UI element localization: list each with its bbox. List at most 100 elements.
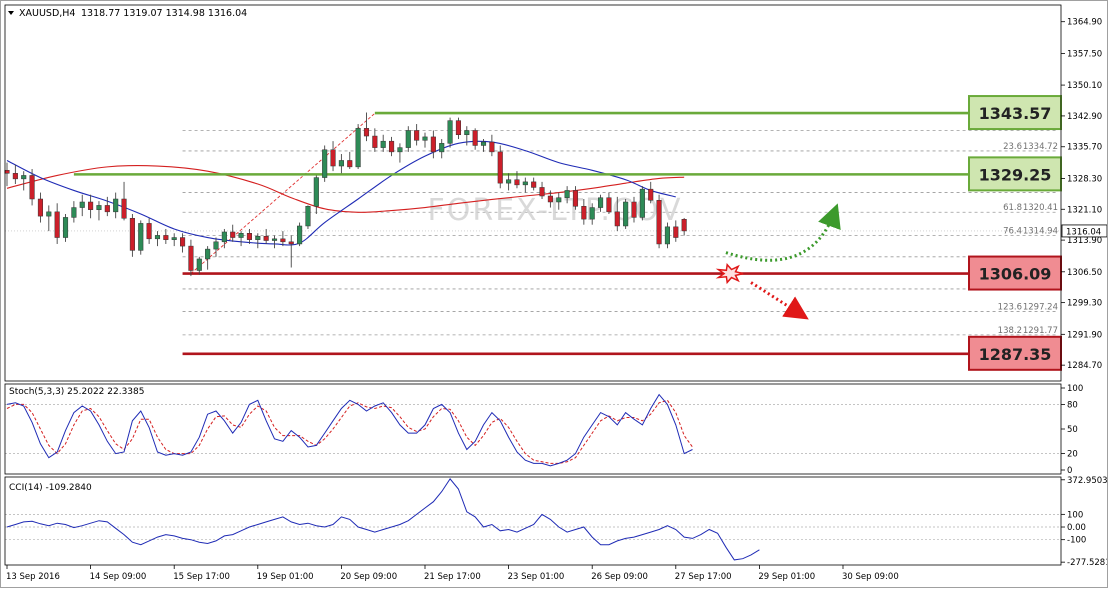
support-level-box	[968, 335, 1062, 371]
panel-frame	[4, 4, 1062, 382]
candle-body	[163, 235, 169, 240]
candle-body	[129, 218, 135, 251]
candle-body	[363, 128, 370, 137]
candle-body	[104, 205, 110, 213]
price-tick-label: 1299.30	[1067, 299, 1102, 309]
candle-body	[288, 241, 294, 245]
candle-body	[29, 175, 35, 200]
candle-body	[46, 211, 52, 217]
candle-body	[614, 211, 620, 227]
cci-tick-label: -277.5281	[1067, 558, 1108, 568]
candle-body	[564, 190, 570, 198]
candle-body	[96, 205, 102, 210]
candle-body	[355, 128, 361, 168]
candle-body	[154, 235, 161, 240]
candle-body	[380, 140, 386, 148]
candle-body	[547, 195, 553, 203]
panel-frame	[4, 383, 1062, 475]
candle-body	[121, 198, 127, 219]
candle-body	[138, 223, 144, 251]
candle-body	[221, 231, 227, 243]
price-tick-label: 1335.70	[1067, 143, 1102, 153]
candle-body	[230, 231, 236, 238]
price-tick-label: 1342.90	[1067, 112, 1102, 122]
fib-level-value: 1297.24	[1023, 302, 1058, 312]
fib-level-label: 76.4	[1003, 227, 1022, 237]
candle-body	[188, 245, 194, 271]
candle-body	[372, 135, 378, 148]
watermark: FOREX-LTP.COV	[428, 193, 683, 228]
candle-body	[205, 248, 211, 260]
time-tick-label: 14 Sep 09:00	[90, 572, 147, 582]
stoch-tick-label: 0	[1067, 466, 1072, 476]
price-tick-label: 1313.90	[1067, 236, 1102, 246]
candle-body	[572, 190, 579, 207]
stoch-tick-label: 100	[1067, 384, 1083, 394]
candle-body	[681, 219, 687, 232]
candle-body	[389, 140, 395, 153]
candle-body	[464, 130, 470, 136]
stoch-panel	[5, 384, 1061, 474]
candle-body	[238, 233, 244, 238]
price-tick-label: 1284.70	[1067, 361, 1102, 371]
time-tick-label: 15 Sep 17:00	[173, 572, 230, 582]
candle-body	[656, 200, 662, 245]
candle-body	[589, 207, 595, 220]
time-tick-label: 23 Sep 01:00	[508, 572, 565, 582]
candle-body	[506, 179, 512, 184]
fib-level-label: 61.8	[1003, 203, 1022, 213]
cci-line	[6, 478, 760, 561]
candle-body	[639, 188, 645, 218]
candle-body	[497, 151, 503, 184]
bullish-scenario-arrow	[725, 203, 841, 262]
symbol-label: XAUUSD,H4	[19, 8, 75, 19]
candle-body	[12, 173, 18, 180]
fib-level-label: 123.6	[998, 302, 1022, 312]
dropdown-arrow-icon[interactable]	[8, 11, 14, 15]
candle-body	[54, 211, 60, 238]
price-tick-label: 1328.30	[1067, 174, 1102, 184]
candle-body	[631, 201, 637, 218]
candle-body	[313, 177, 319, 207]
stoch-tick-label: 50	[1067, 425, 1078, 435]
price-tick-label: 1321.10	[1067, 205, 1102, 215]
candle-body	[338, 160, 344, 167]
candle-body	[514, 179, 520, 186]
panel-frame	[4, 476, 1062, 566]
candle-body	[271, 238, 278, 241]
stoch-main-line	[6, 393, 693, 467]
candle-body	[213, 241, 219, 250]
fib-level-value: 1334.72	[1023, 142, 1058, 152]
candle-body	[305, 206, 311, 227]
price-tick-label: 1364.90	[1067, 18, 1102, 28]
candle-body	[62, 217, 69, 238]
candle-body	[430, 136, 436, 153]
candle-body	[439, 143, 445, 153]
candle-body	[581, 206, 587, 220]
time-tick-label: 20 Sep 09:00	[340, 572, 397, 582]
fib-level-label: 23.6	[1003, 142, 1022, 152]
stoch-tick-label: 80	[1067, 400, 1078, 410]
candle-body	[531, 181, 537, 188]
candle-body	[472, 130, 478, 146]
candle-body	[297, 225, 303, 245]
stoch-tick-label: 20	[1067, 450, 1078, 460]
candle-body	[180, 237, 186, 247]
cci-tick-label: 100	[1067, 510, 1083, 520]
cci-tick-label: 372.9503	[1067, 476, 1108, 486]
candle-body	[414, 130, 420, 141]
fib-level-label: 138.2	[998, 326, 1022, 336]
fib-level-value: 1314.94	[1023, 227, 1058, 237]
candle-body	[21, 175, 27, 180]
candle-body	[79, 201, 85, 208]
candle-body	[397, 147, 403, 153]
time-tick-label: 29 Sep 01:00	[758, 572, 815, 582]
candle-body	[113, 198, 119, 213]
stoch-signal-line	[6, 399, 693, 464]
candle-body	[480, 141, 487, 146]
breakout-burst-icon	[715, 263, 744, 285]
moving-average-slow	[6, 165, 685, 213]
price-tick-label: 1291.90	[1067, 330, 1102, 340]
price-tick-label: 1350.10	[1067, 81, 1102, 91]
